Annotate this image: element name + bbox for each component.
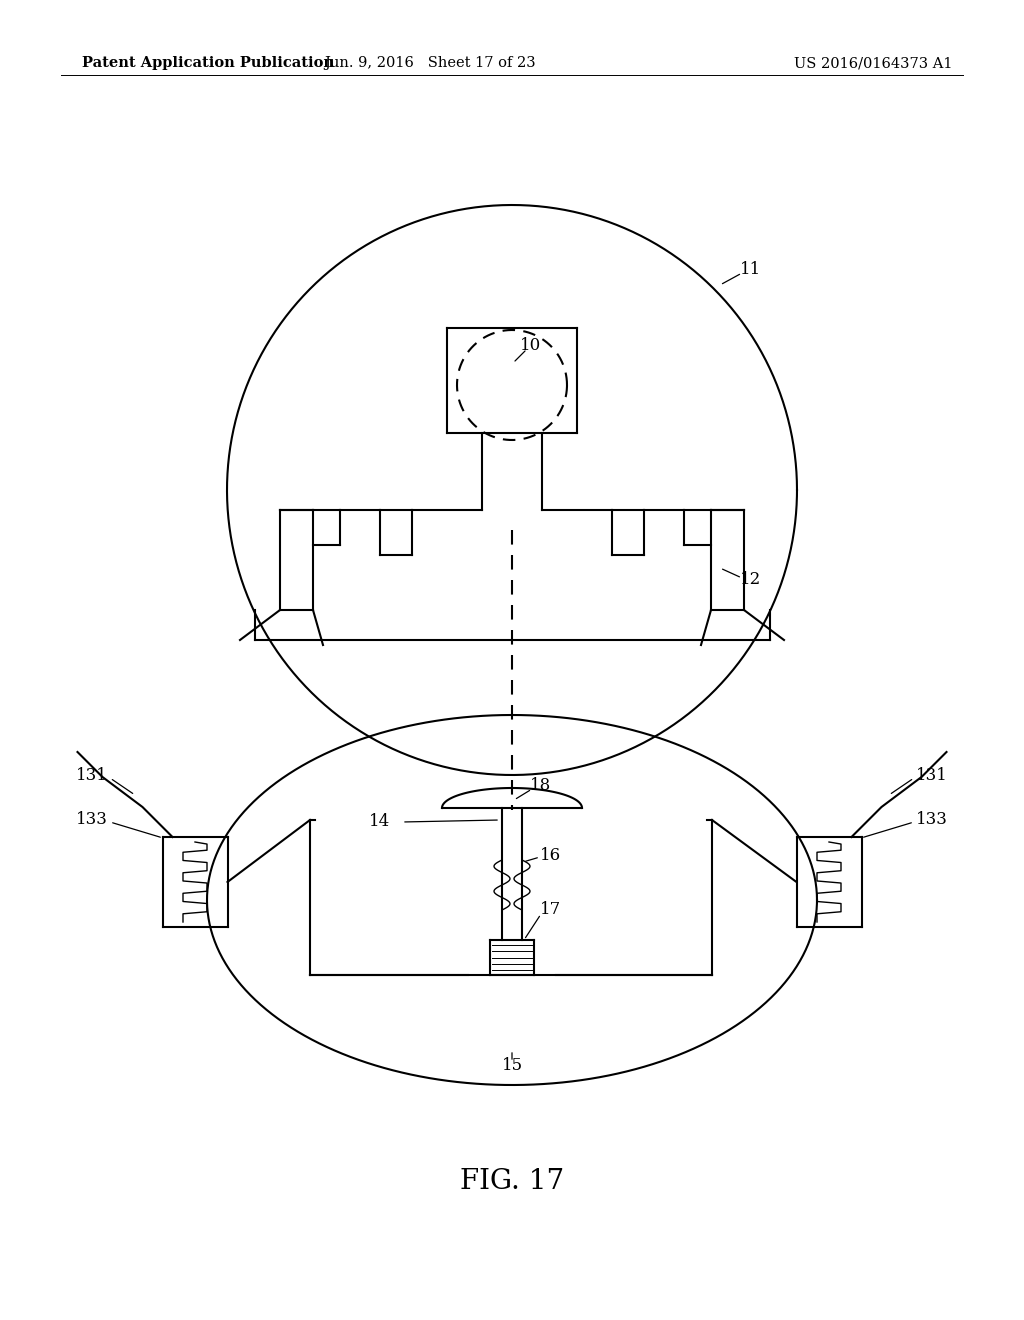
Text: US 2016/0164373 A1: US 2016/0164373 A1 — [794, 57, 952, 70]
Text: 12: 12 — [740, 572, 761, 589]
Text: 16: 16 — [540, 846, 561, 863]
Text: 11: 11 — [740, 261, 761, 279]
Text: 131: 131 — [916, 767, 948, 784]
Text: 15: 15 — [502, 1056, 522, 1073]
Text: 17: 17 — [540, 902, 561, 919]
Text: 133: 133 — [76, 812, 108, 829]
Text: Patent Application Publication: Patent Application Publication — [82, 57, 334, 70]
Text: 14: 14 — [369, 813, 390, 830]
Text: FIG. 17: FIG. 17 — [460, 1168, 564, 1195]
Text: Jun. 9, 2016   Sheet 17 of 23: Jun. 9, 2016 Sheet 17 of 23 — [325, 57, 536, 70]
Text: 133: 133 — [916, 812, 948, 829]
Text: 10: 10 — [520, 337, 542, 354]
Text: 131: 131 — [76, 767, 108, 784]
Text: 18: 18 — [530, 776, 551, 793]
